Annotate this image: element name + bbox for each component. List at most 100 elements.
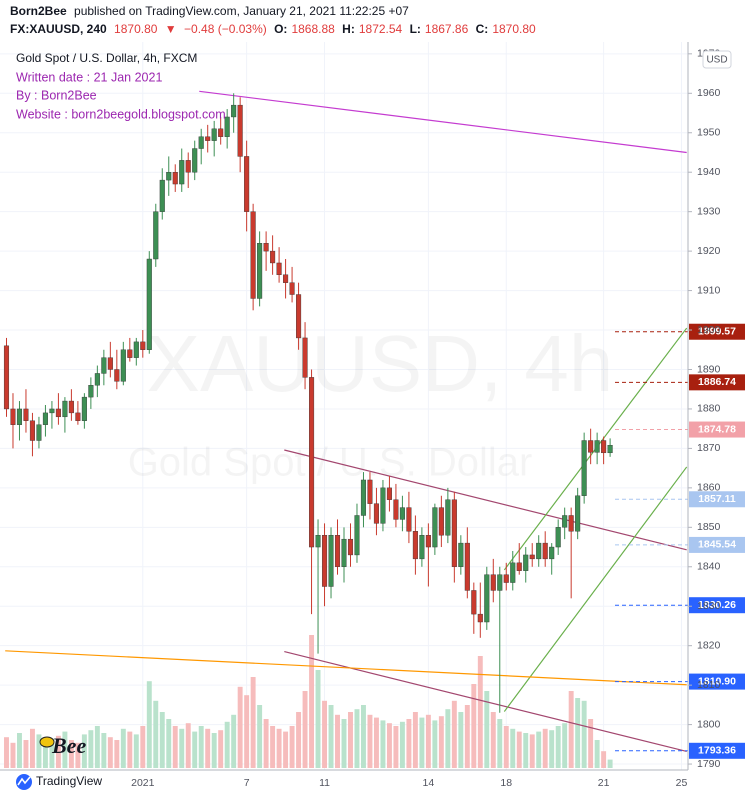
candle-body: [419, 535, 425, 560]
volume-bar: [412, 712, 418, 768]
volume-bar: [425, 714, 431, 768]
volume-bar: [205, 728, 211, 768]
candle-body: [458, 542, 464, 567]
symbol: FX:XAUUSD, 240: [10, 22, 107, 36]
watermark: XAUUSD, 4h: [147, 319, 614, 408]
price-tag-label: 1857.11: [698, 493, 736, 505]
y-tick-label: 1870: [697, 442, 721, 454]
y-tick-label: 1960: [697, 87, 721, 99]
candle-body: [562, 515, 568, 528]
price-tag-label: 1810.90: [698, 675, 736, 687]
volume-bar: [575, 698, 581, 768]
volume-bar: [224, 721, 230, 768]
volume-bar: [29, 728, 35, 768]
currency-button[interactable]: [702, 50, 732, 69]
volume-bar: [302, 691, 308, 768]
volume-bar: [348, 712, 353, 768]
volume-bar: [296, 712, 302, 768]
candle-body: [309, 377, 315, 548]
candle-body: [393, 499, 399, 520]
x-tick-label: 2021: [131, 777, 155, 789]
candle-body: [568, 515, 574, 532]
trend-line: [5, 650, 687, 686]
volume-bar: [562, 723, 568, 768]
c: 1870.80: [492, 22, 536, 36]
candle-body: [88, 385, 94, 398]
candle-body: [594, 440, 600, 453]
brand: TradingView: [36, 774, 102, 788]
candle-body: [23, 408, 29, 421]
volume-bar: [166, 719, 172, 768]
volume-bar: [432, 720, 438, 768]
annotation: Written date : 21 Jan 2021: [16, 70, 162, 84]
candle-body: [555, 527, 561, 548]
y-tick-label: 1950: [697, 127, 721, 139]
volume-bar: [107, 737, 113, 768]
candle-body: [140, 341, 146, 350]
candle-body: [581, 440, 587, 496]
price-tag-label: 1845.54: [698, 539, 736, 551]
y-tick-label: 1790: [697, 758, 721, 770]
volume-bar: [458, 712, 464, 768]
volume-bar: [23, 740, 29, 768]
volume-bar: [510, 728, 516, 768]
volume-bar: [555, 726, 561, 768]
candle-body: [49, 408, 55, 414]
volume-bar: [172, 726, 178, 768]
candle-body: [179, 160, 185, 185]
y-tick-label: 1900: [697, 324, 721, 336]
candle-body: [451, 499, 457, 567]
candle-body: [367, 479, 373, 504]
volume-bar: [231, 714, 237, 768]
volume-bar: [497, 719, 503, 768]
price-tag: [689, 491, 745, 508]
l: 1867.86: [425, 22, 469, 36]
volume-bar: [4, 737, 9, 768]
candle-body: [503, 574, 509, 583]
y-tick-label: 1820: [697, 639, 721, 651]
volume-bar: [250, 677, 256, 768]
candle-body: [412, 531, 418, 560]
volume-bar: [140, 726, 146, 768]
volume-bar: [88, 730, 94, 768]
volume-bar: [568, 691, 574, 768]
candle-body: [133, 341, 139, 358]
volume-bar: [361, 705, 366, 768]
volume-bar: [244, 695, 250, 768]
candle-body: [432, 507, 438, 548]
candle-body: [257, 243, 263, 299]
bee-logo: Bee: [39, 733, 86, 758]
candle-body: [75, 412, 81, 421]
candle-body: [510, 562, 516, 583]
candle-body: [224, 116, 230, 137]
volume-bar: [588, 719, 594, 768]
chart-title: Gold Spot / U.S. Dollar, 4h, FXCM: [16, 51, 197, 65]
candle-body: [29, 420, 35, 441]
candle-body: [62, 400, 68, 418]
candle-body: [244, 156, 250, 212]
candle-body: [315, 535, 321, 548]
y-tick-label: 1850: [697, 521, 721, 533]
volume-bar: [503, 726, 509, 768]
price-tag-label: 1874.78: [698, 423, 736, 435]
volume-bar: [341, 719, 347, 768]
candle-body: [471, 590, 477, 615]
candle-body: [153, 211, 159, 260]
candle-body: [438, 507, 444, 536]
x-tick-label: 25: [676, 777, 688, 789]
volume-bar: [263, 719, 269, 768]
volume-bar: [490, 712, 496, 768]
candle-body: [276, 262, 282, 275]
volume-bar: [373, 717, 379, 768]
author: Born2Bee: [10, 4, 67, 18]
candle-body: [205, 136, 211, 141]
candle-body: [36, 424, 42, 441]
candle-body: [146, 258, 152, 350]
candle-body: [477, 613, 483, 623]
annotation: Website : born2beegold.blogspot.com: [16, 107, 226, 121]
volume-bar: [477, 656, 483, 768]
volume-bar: [237, 686, 243, 768]
candle-body: [218, 128, 224, 137]
candle-body: [81, 396, 87, 421]
